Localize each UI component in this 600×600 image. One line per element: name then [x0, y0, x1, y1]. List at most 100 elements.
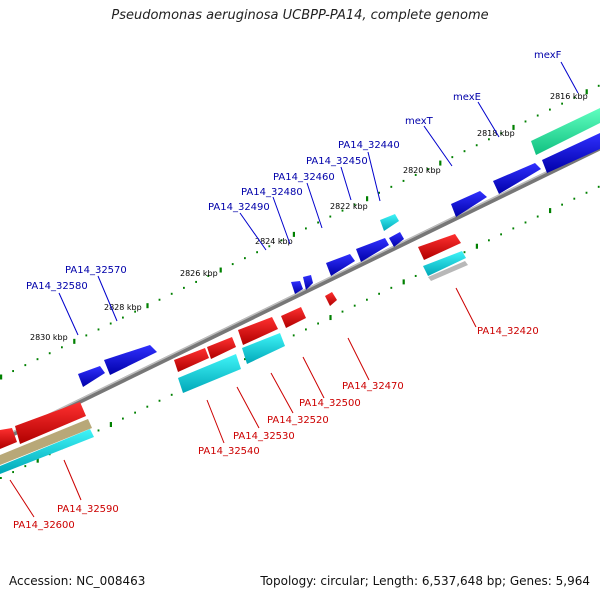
gene-arrow-reverse[interactable] [428, 261, 468, 281]
callout-line [236, 386, 260, 429]
gene-arrow-forward[interactable] [542, 133, 600, 173]
gene-label-pa14-32520[interactable]: PA14_32520 [267, 415, 329, 426]
gene-arrow-reverse[interactable] [423, 251, 466, 276]
gene-label-mexe[interactable]: mexE [453, 92, 481, 103]
gene-arrow-forward[interactable] [451, 191, 487, 217]
gene-arrow-forward[interactable] [104, 345, 157, 375]
minor-tick [231, 263, 234, 266]
minor-tick [488, 239, 490, 242]
gene-label-pa14-32420[interactable]: PA14_32420 [477, 326, 539, 337]
genome-backbone-highlight [0, 145, 600, 439]
gene-label-mext[interactable]: mexT [405, 116, 434, 127]
minor-tick [24, 364, 27, 367]
callout-line [340, 166, 352, 201]
minor-tick [305, 227, 307, 230]
gene-label-mexf[interactable]: mexF [534, 50, 562, 61]
minor-tick [414, 274, 417, 277]
gene-label-pa14-32540[interactable]: PA14_32540 [198, 446, 260, 457]
gene-arrow-forward[interactable] [380, 214, 399, 231]
misc-feature-bar[interactable] [0, 419, 92, 465]
major-tick [219, 267, 222, 273]
gene-arrow-forward[interactable] [78, 366, 105, 387]
minor-tick [512, 227, 515, 230]
minor-tick [524, 221, 527, 224]
scale-label: 2820 kbp [403, 166, 441, 175]
minor-tick [597, 84, 600, 87]
minor-tick [341, 209, 344, 212]
scale-label: 2824 kbp [255, 237, 293, 246]
gene-arrow-reverse[interactable] [238, 317, 278, 345]
scale-label: 2828 kbp [104, 303, 142, 312]
gene-arrow-forward[interactable] [291, 281, 303, 294]
reverse-genes [0, 234, 468, 474]
genome-backbone [0, 145, 600, 443]
minor-tick [585, 191, 588, 194]
scale-label: 2816 kbp [550, 92, 588, 101]
minor-tick [0, 477, 2, 479]
scale-label: 2830 kbp [30, 333, 68, 342]
gene-arrow-reverse[interactable] [325, 292, 337, 306]
minor-tick [170, 393, 173, 396]
minor-tick [378, 292, 380, 295]
minor-tick [536, 215, 539, 218]
gene-arrow-reverse[interactable] [0, 428, 17, 449]
major-tick [109, 422, 112, 428]
gene-label-pa14-32500[interactable]: PA14_32500 [299, 398, 361, 409]
minor-tick [268, 245, 271, 248]
minor-tick [24, 465, 27, 468]
minor-tick [561, 102, 563, 105]
gene-arrow-forward[interactable] [326, 254, 355, 276]
forward-genes [78, 108, 600, 387]
minor-tick [427, 168, 429, 171]
gene-label-pa14-32450[interactable]: PA14_32450 [306, 156, 368, 167]
gene-arrow-reverse[interactable] [178, 354, 241, 393]
minor-tick [573, 197, 576, 200]
callout-line [270, 372, 294, 414]
callout-line [477, 101, 500, 138]
scale-label: 2818 kbp [477, 129, 515, 138]
major-tick [585, 89, 588, 95]
minor-tick [463, 150, 466, 153]
gene-label-pa14-32490[interactable]: PA14_32490 [208, 202, 270, 213]
gene-label-pa14-32460[interactable]: PA14_32460 [273, 172, 335, 183]
gene-arrow-reverse[interactable] [0, 429, 94, 474]
gene-label-pa14-32530[interactable]: PA14_32530 [233, 431, 295, 442]
gene-arrow-reverse[interactable] [418, 234, 461, 260]
callout-line [9, 479, 35, 518]
minor-tick [195, 280, 197, 283]
gene-arrow-reverse[interactable] [242, 333, 285, 364]
minor-tick [475, 144, 478, 147]
minor-tick [48, 352, 51, 355]
gene-label-pa14-32470[interactable]: PA14_32470 [342, 381, 404, 392]
gene-arrow-forward[interactable] [389, 232, 404, 247]
callout-lines [9, 61, 579, 518]
minor-tick [244, 358, 246, 361]
gene-arrow-reverse[interactable] [207, 337, 236, 359]
gene-arrow-forward[interactable] [493, 163, 541, 194]
minor-tick [414, 173, 417, 176]
minor-tick [134, 310, 136, 313]
gene-arrow-forward[interactable] [356, 238, 389, 262]
minor-tick [292, 334, 295, 337]
gene-arrow-forward[interactable] [531, 108, 600, 155]
callout-line [63, 459, 82, 501]
gene-label-pa14-32480[interactable]: PA14_32480 [241, 187, 303, 198]
gene-label-pa14-32440[interactable]: PA14_32440 [338, 140, 400, 151]
gene-label-pa14-32590[interactable]: PA14_32590 [57, 504, 119, 515]
gene-arrow-reverse[interactable] [174, 348, 209, 372]
minor-tick [183, 286, 185, 289]
minor-tick [158, 298, 161, 301]
scale-label: 2822 kbp [330, 202, 368, 211]
gene-label-pa14-32570[interactable]: PA14_32570 [65, 265, 127, 276]
gene-label-pa14-32580[interactable]: PA14_32580 [26, 281, 88, 292]
minor-tick [561, 203, 563, 206]
gene-arrow-forward[interactable] [303, 275, 313, 290]
minor-tick [109, 322, 112, 325]
minor-tick [170, 292, 173, 295]
minor-tick [97, 429, 100, 432]
callout-line [347, 337, 370, 381]
gene-arrow-reverse[interactable] [281, 307, 306, 328]
minor-tick [97, 328, 100, 331]
gene-arrow-reverse[interactable] [15, 402, 86, 444]
gene-label-pa14-32600[interactable]: PA14_32600 [13, 520, 75, 531]
